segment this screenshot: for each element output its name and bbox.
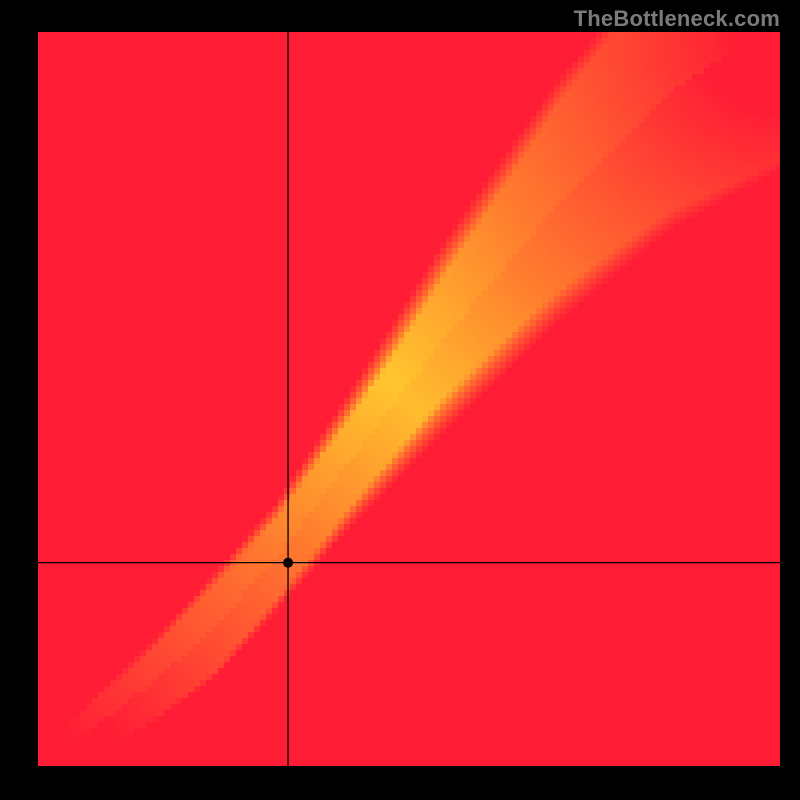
bottleneck-heatmap xyxy=(38,32,780,766)
watermark-text: TheBottleneck.com xyxy=(574,6,780,32)
chart-frame: { "watermark": { "text": "TheBottleneck.… xyxy=(0,0,800,800)
